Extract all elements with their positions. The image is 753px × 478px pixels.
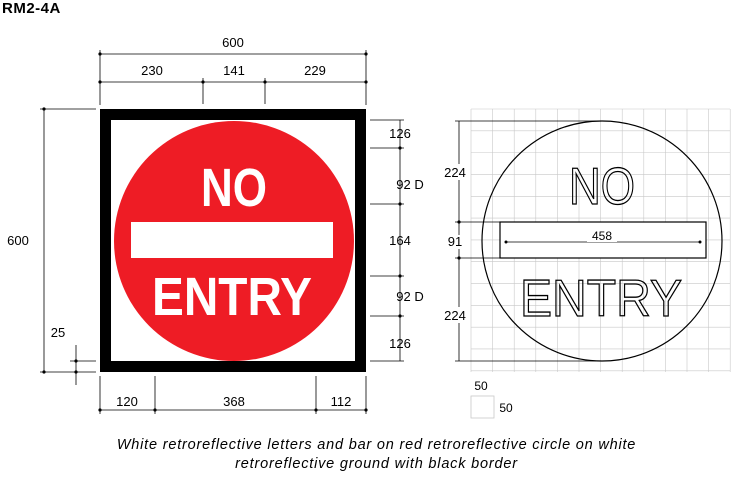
grid-legend-height: 50 [499,401,513,415]
dimension-ticks [42,52,402,412]
layout-text-entry: ENTRY [520,270,682,328]
dim-right-4: 92 D [396,289,423,304]
grid-legend-cell [470,395,495,419]
layout-grid [470,108,731,372]
dim-bottom-3: 112 [331,394,352,409]
dim-bar-height: 91 [448,234,462,249]
layout-text-no: NO [569,158,635,216]
grid-legend-width: 50 [474,379,488,393]
dim-right-3: 164 [389,233,411,248]
caption: White retroreflective letters and bar on… [0,436,753,474]
dim-overall-width: 600 [222,35,244,50]
dim-bottom-1: 120 [116,394,138,409]
dim-top-split-1: 230 [141,63,163,78]
grid-legend: 50 50 [470,379,513,419]
dim-lower-height: 224 [444,308,466,323]
dim-border: 25 [51,325,65,340]
sign-code: RM2-4A [2,0,61,17]
dim-overall-height: 600 [7,233,29,248]
layout-diagram: NO ENTRY 458 [481,120,723,362]
dim-right-2: 92 D [396,177,423,192]
dim-right-5: 126 [389,336,411,351]
sign-text-entry: ENTRY [152,267,312,327]
caption-line-1: White retroreflective letters and bar on… [116,437,637,453]
sign-text-no: NO [201,158,267,218]
dim-bar-width: 458 [592,229,612,243]
sign-face: NO ENTRY [100,109,366,372]
dim-top-split-3: 229 [304,63,326,78]
white-bar [131,222,333,258]
dim-top-split-2: 141 [223,63,245,78]
caption-line-2: retroreflective ground with black border [235,456,518,472]
dim-upper-height: 224 [444,165,466,180]
dim-right-1: 126 [389,126,411,141]
dim-bottom-2: 368 [223,394,245,409]
